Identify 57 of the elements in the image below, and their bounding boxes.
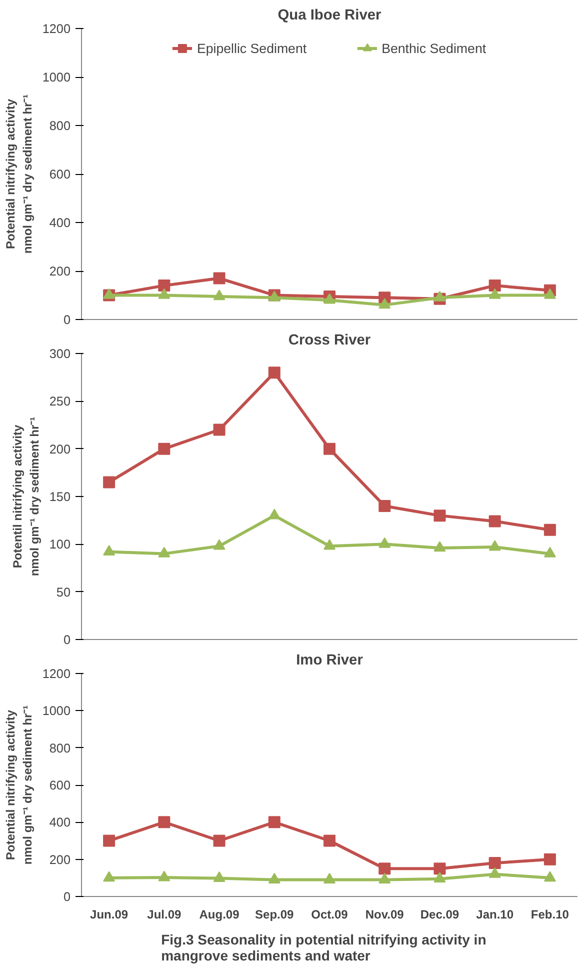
y-tick-label: 300 <box>49 347 71 361</box>
x-tick-label: Jul.09 <box>147 908 182 922</box>
y-axis-title: Potentil nitrifying activity nmol gm⁻¹ dry sediment hr⁻¹ <box>10 416 42 576</box>
x-tick-label: Jan.10 <box>476 908 514 922</box>
y-tick-label: 800 <box>49 741 71 756</box>
y-tick-label: 0 <box>63 633 71 647</box>
point <box>268 366 280 379</box>
x-tick-label: Nov.09 <box>365 908 404 922</box>
y-tick-label: 0 <box>63 313 71 327</box>
x-tick-label: Aug.09 <box>199 908 240 922</box>
caption: Fig.3 Seasonality in potential nitrifying activity in mangrove sediments and water <box>161 932 486 964</box>
y-tick-label: 1000 <box>42 704 70 718</box>
point <box>213 424 226 436</box>
point <box>268 508 280 520</box>
y-tick-label: 1200 <box>42 22 70 36</box>
y-tick-label: 250 <box>49 394 71 409</box>
x-tick-label: Sep.09 <box>255 908 294 922</box>
chart-title: Cross River <box>288 332 371 348</box>
y-tick-label: 0 <box>63 890 71 904</box>
y-tick-label: 100 <box>49 538 71 552</box>
y-axis-title: Potential nitrifying activity nmol gm⁻¹ dry sediment hr⁻¹ <box>4 94 34 254</box>
point <box>488 515 501 528</box>
y-tick-label: 800 <box>49 119 71 133</box>
point <box>213 539 226 550</box>
point <box>103 544 116 556</box>
y-tick-label: 200 <box>49 264 71 278</box>
y-tick-label: 600 <box>49 168 71 182</box>
y-tick-label: 150 <box>49 490 71 504</box>
x-tick-label: Feb.10 <box>530 908 570 922</box>
y-tick-label: 600 <box>49 778 71 792</box>
point <box>324 539 336 550</box>
point <box>434 541 446 552</box>
legend-label: Epipellic Sediment <box>196 40 307 56</box>
point <box>378 500 391 512</box>
y-tick-label: 50 <box>56 585 70 600</box>
chart-title: Qua Iboe River <box>278 8 382 24</box>
point <box>434 510 446 522</box>
x-tick-label: Oct.09 <box>311 908 348 922</box>
point <box>544 524 556 536</box>
y-tick-label: 400 <box>49 816 71 830</box>
point <box>324 442 336 455</box>
point <box>158 442 170 455</box>
x-tick-label: Dec.09 <box>420 908 460 922</box>
chart-title: Imo River <box>296 652 364 668</box>
point <box>103 476 116 488</box>
y-tick-label: 1200 <box>42 667 70 681</box>
y-tick-label: 1000 <box>42 70 70 84</box>
point <box>544 546 556 558</box>
y-axis-title: Potential nitrifying activity nmol gm⁻¹ dry sediment hr⁻¹ <box>4 705 34 865</box>
y-tick-label: 200 <box>49 442 71 456</box>
legend-label: Benthic Sediment <box>382 40 486 56</box>
point <box>158 546 170 558</box>
point <box>378 537 391 548</box>
y-tick-label: 200 <box>49 852 71 867</box>
x-tick-label: Jun.09 <box>90 908 128 922</box>
point <box>488 540 501 551</box>
y-tick-label: 400 <box>49 216 71 230</box>
